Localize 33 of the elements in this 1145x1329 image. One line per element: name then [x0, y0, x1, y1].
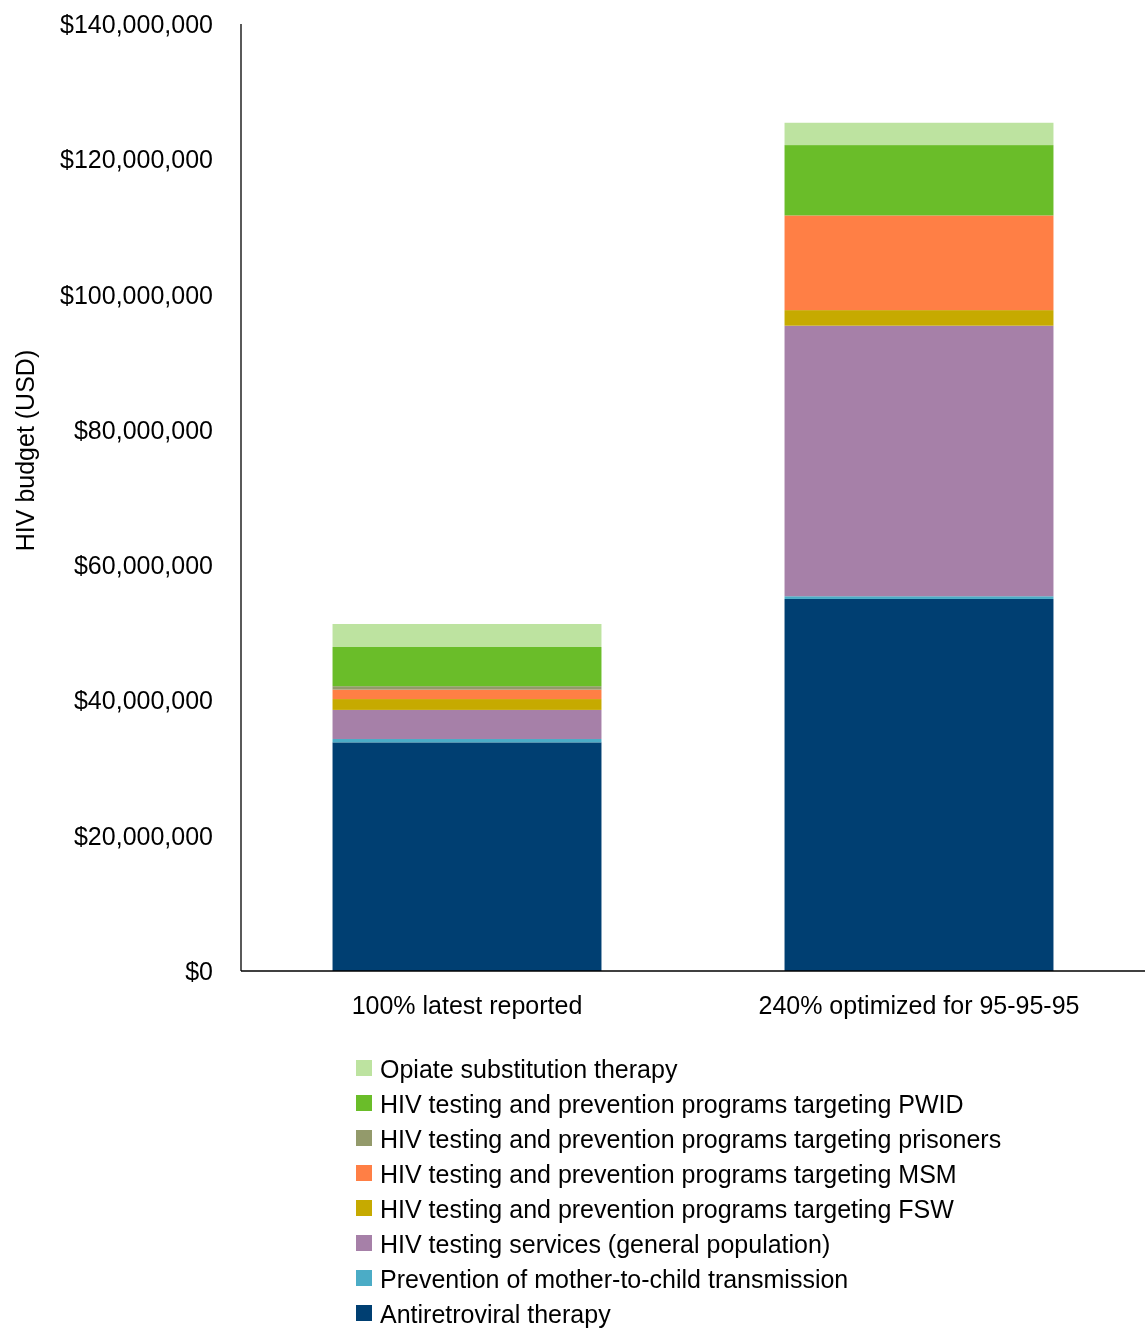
legend-label: Opiate substitution therapy [380, 1055, 678, 1083]
bar [332, 646, 602, 687]
legend-label: HIV testing and prevention programs targeting PWID [380, 1090, 964, 1118]
x-tick-label: 240% optimized for 95-95-95 [758, 991, 1080, 1019]
y-tick-label: $120,000,000 [60, 145, 213, 174]
x-tick-label: 100% latest reported [351, 991, 583, 1019]
bar [332, 686, 602, 690]
bar [784, 325, 1054, 597]
bar [784, 122, 1054, 146]
bar [332, 623, 602, 647]
y-tick-label: $0 [185, 957, 213, 985]
bar [784, 310, 1054, 326]
bar [332, 699, 602, 710]
legend-label: HIV testing and prevention programs targeting prisoners [380, 1125, 1002, 1153]
bar [784, 598, 1054, 971]
y-tick-label: $40,000,000 [73, 686, 213, 715]
y-tick-label: $140,000,000 [60, 10, 213, 38]
legend-label: HIV testing and prevention programs targeting FSW [380, 1195, 955, 1223]
legend-label: HIV testing and prevention programs targeting MSM [380, 1160, 957, 1188]
bar [332, 689, 602, 700]
y-axis-title: HIV budget (USD) [11, 349, 39, 552]
bar [784, 145, 1054, 216]
bar [784, 596, 1054, 599]
bar [332, 742, 602, 971]
bar [784, 215, 1054, 311]
y-tick-label: $20,000,000 [73, 821, 213, 850]
y-tick-label: $80,000,000 [73, 415, 213, 444]
legend-label: HIV testing services (general population) [380, 1230, 831, 1258]
legend-label: Antiretroviral therapy [380, 1300, 612, 1328]
y-tick-label: $60,000,000 [73, 551, 213, 580]
bar [332, 709, 602, 739]
legend-label: Prevention of mother-to-child transmission [380, 1265, 849, 1293]
y-tick-label: $100,000,000 [60, 280, 213, 309]
